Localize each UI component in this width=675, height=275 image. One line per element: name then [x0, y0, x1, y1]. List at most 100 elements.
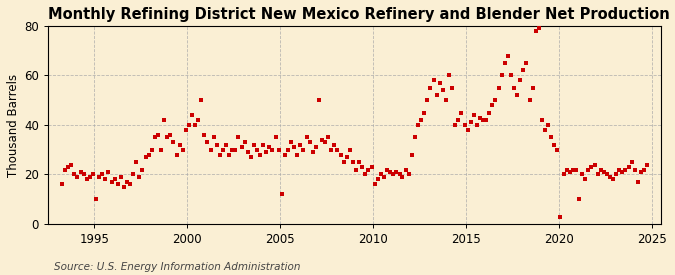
Point — [323, 135, 333, 139]
Point — [357, 165, 368, 169]
Point — [149, 135, 160, 139]
Point — [261, 150, 272, 154]
Point — [502, 53, 513, 58]
Point — [338, 160, 349, 164]
Point — [385, 170, 396, 174]
Point — [69, 172, 80, 177]
Point — [447, 86, 458, 90]
Point — [267, 147, 278, 152]
Point — [391, 170, 402, 174]
Point — [592, 172, 603, 177]
Point — [63, 165, 74, 169]
Point — [115, 175, 126, 179]
Point — [425, 86, 436, 90]
Point — [301, 135, 312, 139]
Point — [258, 142, 269, 147]
Point — [168, 140, 179, 144]
Point — [97, 172, 108, 177]
Point — [437, 88, 448, 92]
Point — [450, 123, 460, 127]
Point — [252, 147, 263, 152]
Point — [626, 160, 637, 164]
Point — [128, 172, 138, 177]
Point — [611, 172, 622, 177]
Point — [100, 177, 111, 182]
Point — [165, 133, 176, 137]
Point — [283, 147, 294, 152]
Point — [496, 73, 507, 78]
Point — [295, 142, 306, 147]
Point — [580, 177, 591, 182]
Point — [276, 192, 287, 197]
Point — [583, 167, 594, 172]
Point — [537, 118, 547, 122]
Point — [508, 86, 519, 90]
Point — [298, 147, 309, 152]
Point — [400, 167, 411, 172]
Text: Source: U.S. Energy Information Administration: Source: U.S. Energy Information Administ… — [54, 262, 300, 272]
Point — [531, 29, 541, 33]
Point — [292, 152, 303, 157]
Point — [481, 118, 491, 122]
Point — [72, 175, 83, 179]
Point — [246, 155, 256, 159]
Point — [317, 138, 327, 142]
Point — [595, 167, 606, 172]
Point — [273, 147, 284, 152]
Point — [66, 162, 77, 167]
Point — [629, 167, 640, 172]
Point — [512, 93, 522, 97]
Point — [211, 142, 222, 147]
Point — [205, 147, 216, 152]
Point — [217, 147, 228, 152]
Point — [326, 147, 337, 152]
Point — [453, 118, 464, 122]
Point — [555, 214, 566, 219]
Point — [221, 142, 232, 147]
Point — [332, 147, 343, 152]
Point — [209, 135, 219, 139]
Point — [350, 167, 361, 172]
Point — [462, 128, 473, 132]
Point — [248, 142, 259, 147]
Point — [146, 147, 157, 152]
Point — [174, 142, 185, 147]
Point — [636, 170, 647, 174]
Point — [459, 123, 470, 127]
Point — [310, 145, 321, 149]
Point — [545, 135, 556, 139]
Point — [118, 185, 129, 189]
Point — [307, 150, 318, 154]
Point — [500, 61, 510, 65]
Point — [180, 128, 191, 132]
Point — [574, 197, 585, 202]
Point — [223, 152, 234, 157]
Point — [227, 147, 238, 152]
Point — [131, 160, 142, 164]
Point — [236, 145, 247, 149]
Point — [88, 172, 99, 177]
Point — [344, 147, 355, 152]
Point — [394, 172, 405, 177]
Point — [484, 110, 495, 115]
Point — [363, 167, 374, 172]
Point — [162, 135, 173, 139]
Point — [320, 140, 331, 144]
Point — [279, 152, 290, 157]
Point — [193, 118, 204, 122]
Point — [381, 167, 392, 172]
Point — [543, 123, 554, 127]
Point — [552, 147, 563, 152]
Point — [140, 155, 151, 159]
Point — [143, 152, 154, 157]
Point — [586, 165, 597, 169]
Point — [416, 118, 427, 122]
Point — [539, 128, 550, 132]
Point — [564, 170, 575, 174]
Point — [112, 182, 123, 187]
Point — [184, 123, 194, 127]
Point — [329, 142, 340, 147]
Point — [286, 140, 296, 144]
Point — [422, 98, 433, 102]
Point — [576, 172, 587, 177]
